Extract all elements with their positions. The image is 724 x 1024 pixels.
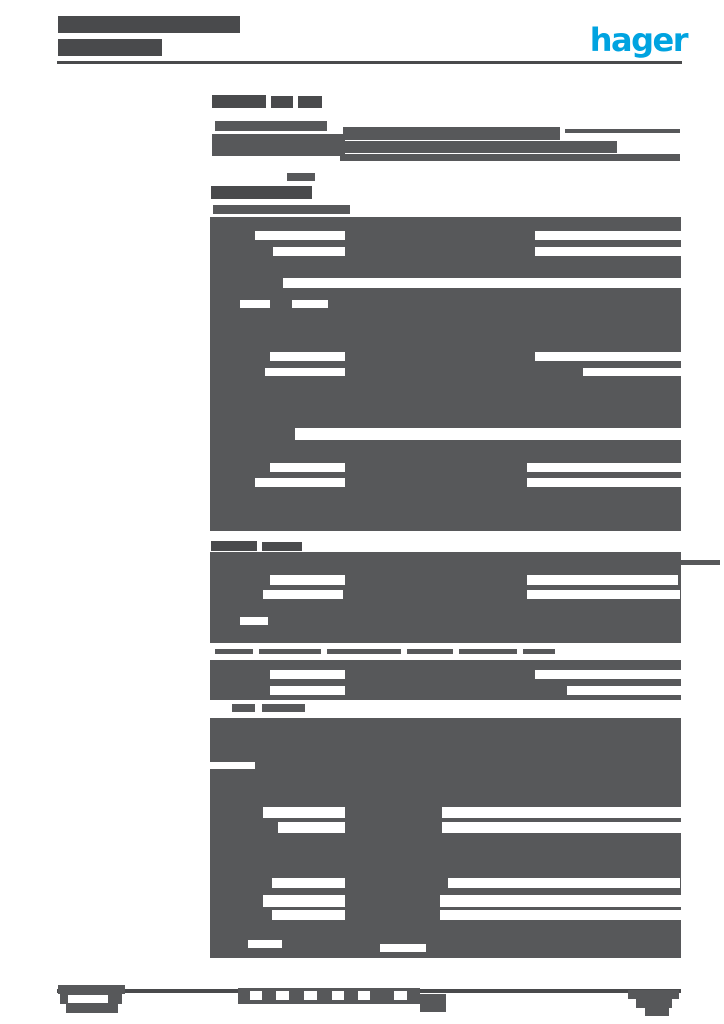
header-rule [57, 61, 682, 64]
dash-row-seg [407, 649, 453, 654]
inter-label-seg [262, 704, 305, 712]
spec-row-gap [440, 895, 681, 907]
ref-value-line-thin [340, 154, 680, 161]
dash-row-seg [259, 649, 321, 654]
edge-leader-line [681, 560, 720, 565]
spec-row-gap [527, 478, 681, 487]
dash-row-seg [523, 649, 555, 654]
doc-title-line-2 [58, 39, 162, 56]
spec-row-gap [442, 822, 681, 833]
spec-table-block-4 [210, 718, 681, 958]
footer-band-hole [358, 991, 370, 1000]
spec-row-gap [273, 247, 345, 256]
doc-title-line-1 [58, 16, 240, 33]
spec-row-gap [255, 478, 345, 487]
spec-row-gap [270, 670, 345, 679]
spec-row-gap [535, 231, 681, 240]
ref-heading-seg [271, 96, 293, 108]
spec-row-gap [583, 368, 681, 376]
spec-row-gap [535, 247, 681, 256]
hager-logo: hager [589, 21, 689, 59]
dash-row-seg [459, 649, 517, 654]
ref-value-line-thin [565, 129, 680, 133]
ref-value-line [343, 141, 617, 153]
spec-row-gap [248, 940, 282, 948]
spec-row-gap [270, 352, 345, 361]
spec-row-gap [278, 822, 345, 833]
spec-row-gap [210, 762, 255, 769]
footer-right-tab-base [645, 1008, 669, 1016]
spec-section-heading [211, 186, 312, 199]
dash-row-seg [327, 649, 401, 654]
spec-row-gap [283, 278, 681, 288]
spec-section-subline [213, 205, 350, 214]
spec-row-gap [240, 617, 268, 625]
footer-right-tab-mid [636, 999, 672, 1008]
spec-row-gap [265, 368, 345, 376]
spec-row-gap [270, 575, 345, 585]
ref-value-line [343, 127, 560, 140]
spec-row-gap [263, 807, 345, 818]
spec-row-gap [263, 590, 343, 599]
spec-row-gap [527, 463, 681, 472]
spec-row-gap [272, 878, 345, 888]
spec-row-gap [567, 686, 681, 695]
spec-row-gap [270, 463, 345, 472]
spec-row-gap [240, 300, 270, 308]
footer-left-tab-hole [68, 995, 108, 1003]
spec-row-gap [448, 878, 680, 888]
spec-row-gap [527, 590, 680, 599]
footer-left-tab-top [58, 985, 125, 994]
dash-row-seg [215, 649, 253, 654]
ref-footnote-mark [287, 173, 315, 181]
ref-label-line [215, 121, 327, 131]
footer-band-step [420, 994, 446, 1012]
spec-row-gap [272, 910, 345, 920]
footer-band [238, 988, 420, 1004]
spec-row-gap [440, 910, 681, 920]
spec-row-gap [270, 686, 345, 695]
spec-row-gap [442, 807, 681, 818]
footer-right-tab-top [628, 990, 679, 999]
spec-row-gap [527, 575, 678, 585]
spec-row-gap [535, 352, 681, 361]
spec-row-gap [292, 300, 328, 308]
footer-band-hole [394, 991, 407, 1000]
subsection-heading-seg [211, 541, 257, 551]
spec-row-gap [380, 944, 426, 952]
subsection-heading-seg [262, 542, 302, 551]
ref-heading-seg [212, 95, 266, 108]
footer-band-hole [276, 991, 289, 1000]
inter-label-seg [232, 704, 255, 712]
spec-row-gap [255, 231, 345, 240]
spec-row-gap [295, 428, 681, 440]
footer-band-hole [250, 991, 262, 1000]
footer-band-hole [332, 991, 344, 1000]
ref-heading-seg [298, 96, 322, 108]
footer-band-hole [304, 991, 317, 1000]
spec-row-gap [263, 895, 345, 907]
footer-left-tab-base [66, 1004, 118, 1013]
ref-label-block [212, 134, 345, 156]
spec-row-gap [535, 670, 681, 679]
